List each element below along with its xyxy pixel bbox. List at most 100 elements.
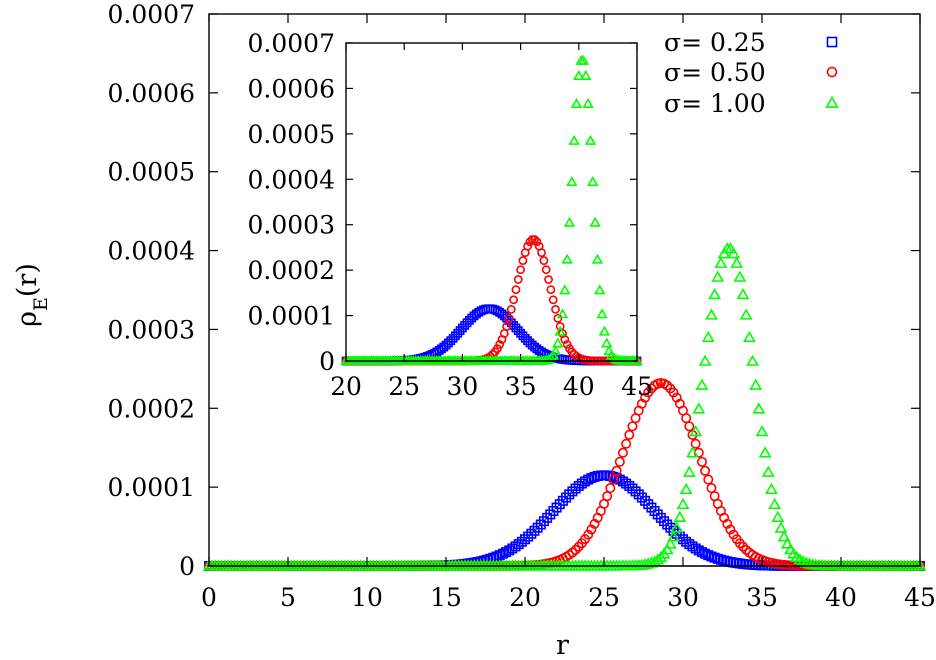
data-point xyxy=(640,392,651,403)
data-point xyxy=(782,560,793,571)
y-tick-label: 0 xyxy=(319,347,335,376)
data-point xyxy=(730,256,744,268)
data-point xyxy=(627,483,638,494)
data-point xyxy=(605,483,616,494)
data-point xyxy=(768,497,782,510)
data-point xyxy=(584,134,597,145)
data-point xyxy=(523,531,534,542)
data-point xyxy=(518,256,528,265)
data-point xyxy=(659,516,670,527)
data-point xyxy=(608,474,619,485)
data-point xyxy=(749,378,763,390)
legend-item: σ= 1.00 xyxy=(664,89,839,118)
data-point xyxy=(682,465,696,477)
x-tick-label: 40 xyxy=(825,583,857,612)
data-point xyxy=(617,447,628,458)
data-point xyxy=(516,536,527,547)
data-point xyxy=(765,482,778,495)
data-point xyxy=(690,438,701,449)
data-point xyxy=(551,305,560,314)
inset-plot: 20 25 30 35 40 45 0 0.0001 0.0002 0.0003 0.0004 0.0… xyxy=(248,29,653,401)
y-tick-label: 0.0001 xyxy=(248,302,335,331)
data-point xyxy=(546,285,556,295)
data-point xyxy=(502,321,512,331)
data-point xyxy=(589,471,600,482)
data-point xyxy=(582,97,594,108)
data-point xyxy=(580,476,591,487)
x-tick-label: 20 xyxy=(509,583,541,612)
series-2 xyxy=(204,378,925,571)
data-point xyxy=(739,308,753,320)
data-point xyxy=(516,328,525,338)
data-point xyxy=(727,247,740,259)
main-plot: 0 5 10 15 20 25 30 35 40 45 0 0.0001 0.0002 0.0003 0.0… xyxy=(12,0,936,660)
data-point xyxy=(761,465,775,477)
data-point xyxy=(544,275,553,284)
data-point xyxy=(746,354,759,366)
data-point xyxy=(636,492,647,503)
data-point xyxy=(654,550,668,562)
data-point xyxy=(799,556,813,568)
data-point xyxy=(506,305,516,314)
y-tick-label: 0.0002 xyxy=(248,256,335,285)
data-point xyxy=(700,465,711,476)
data-point xyxy=(526,528,537,539)
data-point xyxy=(703,550,714,561)
data-point xyxy=(464,315,474,325)
data-point xyxy=(567,347,577,357)
data-point xyxy=(497,548,508,559)
data-point xyxy=(570,544,581,555)
data-point xyxy=(460,320,470,330)
data-point xyxy=(519,534,530,545)
data-point xyxy=(712,553,723,564)
data-point xyxy=(448,333,458,343)
legend-label: σ= 1.00 xyxy=(664,89,766,118)
x-tick-label: 10 xyxy=(351,583,383,612)
data-point xyxy=(715,554,726,565)
data-point xyxy=(552,337,564,348)
x-tick-label: 40 xyxy=(563,372,595,401)
data-point xyxy=(670,521,684,533)
data-point xyxy=(711,270,725,282)
x-tick-label: 5 xyxy=(280,583,296,612)
data-point xyxy=(598,325,611,336)
data-point xyxy=(714,256,728,268)
data-point xyxy=(457,323,467,333)
legend-item: σ= 0.25 xyxy=(664,28,838,57)
data-point xyxy=(586,524,597,535)
data-point xyxy=(563,216,576,227)
data-point xyxy=(695,378,709,390)
data-point xyxy=(532,237,542,247)
data-point xyxy=(646,383,657,394)
data-point xyxy=(516,265,525,275)
data-point xyxy=(733,270,747,282)
x-tick-label: 25 xyxy=(588,583,620,612)
data-point xyxy=(686,446,699,458)
data-point xyxy=(696,547,707,558)
data-point xyxy=(504,313,514,323)
legend: σ= 0.25σ= 0.50σ= 1.00 xyxy=(664,28,839,118)
x-tick-label: 35 xyxy=(505,372,537,401)
data-point xyxy=(696,456,707,467)
data-point xyxy=(755,425,769,437)
data-point xyxy=(495,340,505,349)
data-point xyxy=(700,548,711,559)
data-point xyxy=(630,486,641,497)
data-point xyxy=(589,216,601,227)
data-point xyxy=(561,492,572,503)
data-point xyxy=(553,313,563,323)
data-point xyxy=(693,545,704,556)
data-point xyxy=(577,54,590,65)
data-point xyxy=(594,284,606,295)
data-point xyxy=(520,333,530,343)
y-tick-label: 0.0006 xyxy=(108,79,195,108)
x-axis-label: r xyxy=(556,630,569,660)
data-point xyxy=(742,330,756,343)
data-point xyxy=(513,326,523,336)
data-point xyxy=(779,559,790,570)
legend-marker xyxy=(825,95,839,108)
data-point xyxy=(662,380,673,391)
y-tick-label: 0 xyxy=(179,552,195,581)
data-point xyxy=(706,551,717,562)
data-point xyxy=(567,486,578,497)
